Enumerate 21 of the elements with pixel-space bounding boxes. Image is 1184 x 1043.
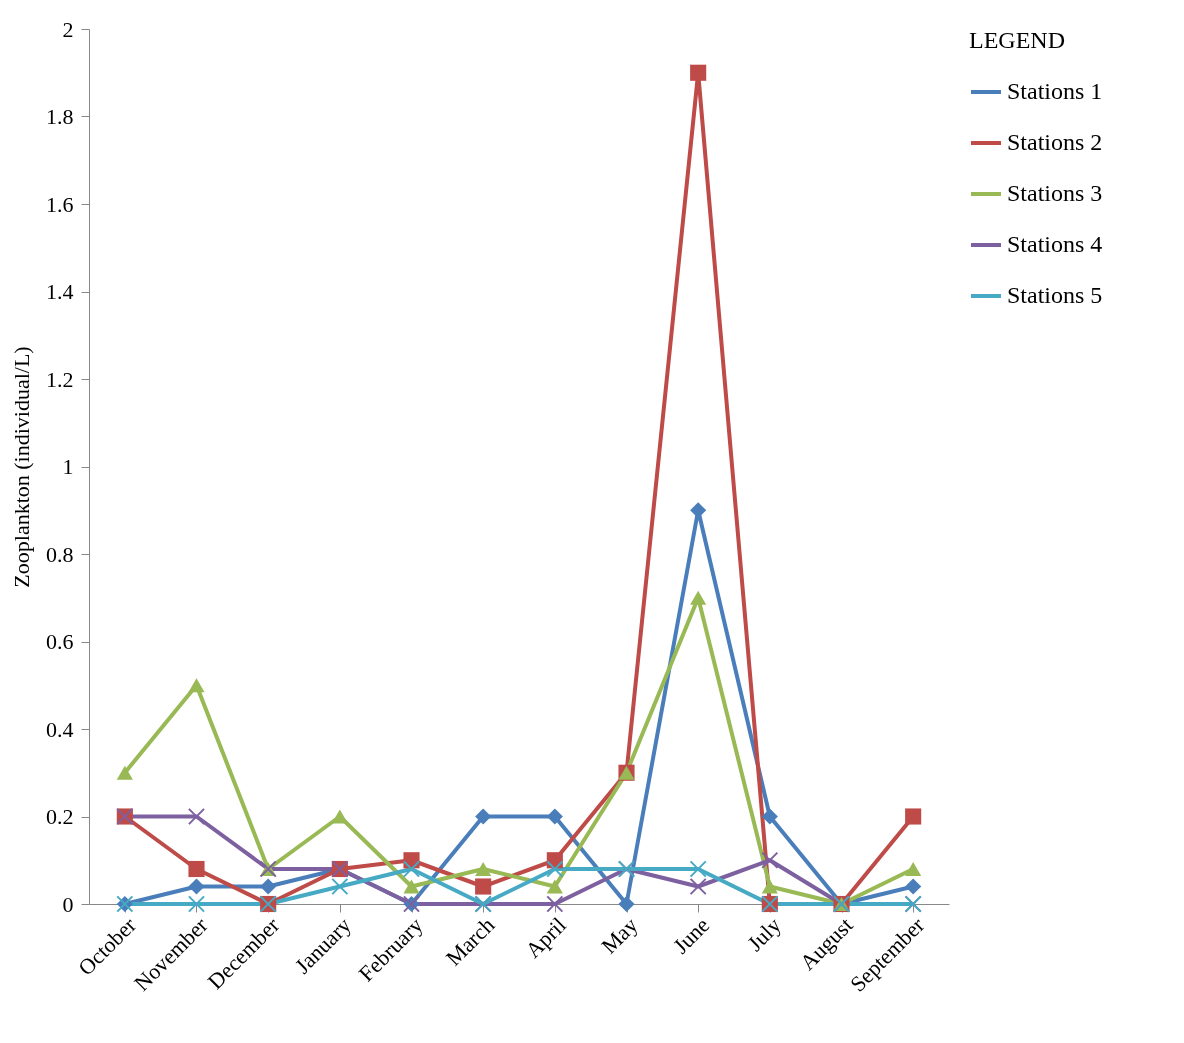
y-tick-label: 0.2 <box>46 804 74 829</box>
legend-label: Stations 1 <box>1007 78 1103 104</box>
y-tick-label: 1.4 <box>46 279 74 304</box>
y-axis-title: Zooplankton (individual/L) <box>9 346 34 588</box>
y-tick-label: 1.8 <box>46 104 74 129</box>
x-tick-label: June <box>668 912 715 959</box>
y-tick-label: 1.2 <box>46 366 74 392</box>
legend-label: Stations 3 <box>1007 180 1103 206</box>
y-tick-label: 0.4 <box>46 716 74 742</box>
y-tick-label: 1.6 <box>46 191 74 217</box>
legend-label: Stations 2 <box>1007 129 1103 155</box>
x-tick-label: July <box>742 912 786 956</box>
y-tick-label: 0 <box>62 891 74 917</box>
legend-label: Stations 4 <box>1007 231 1103 257</box>
y-tick-label: 0.6 <box>46 629 74 654</box>
x-tick-label: May <box>596 912 643 959</box>
legend-label: Stations 5 <box>1007 282 1103 308</box>
legend-title: LEGEND <box>969 27 1065 53</box>
y-tick-label: 1 <box>62 454 74 479</box>
y-tick-label: 2 <box>62 16 74 42</box>
y-tick-label: 0.8 <box>46 541 74 567</box>
